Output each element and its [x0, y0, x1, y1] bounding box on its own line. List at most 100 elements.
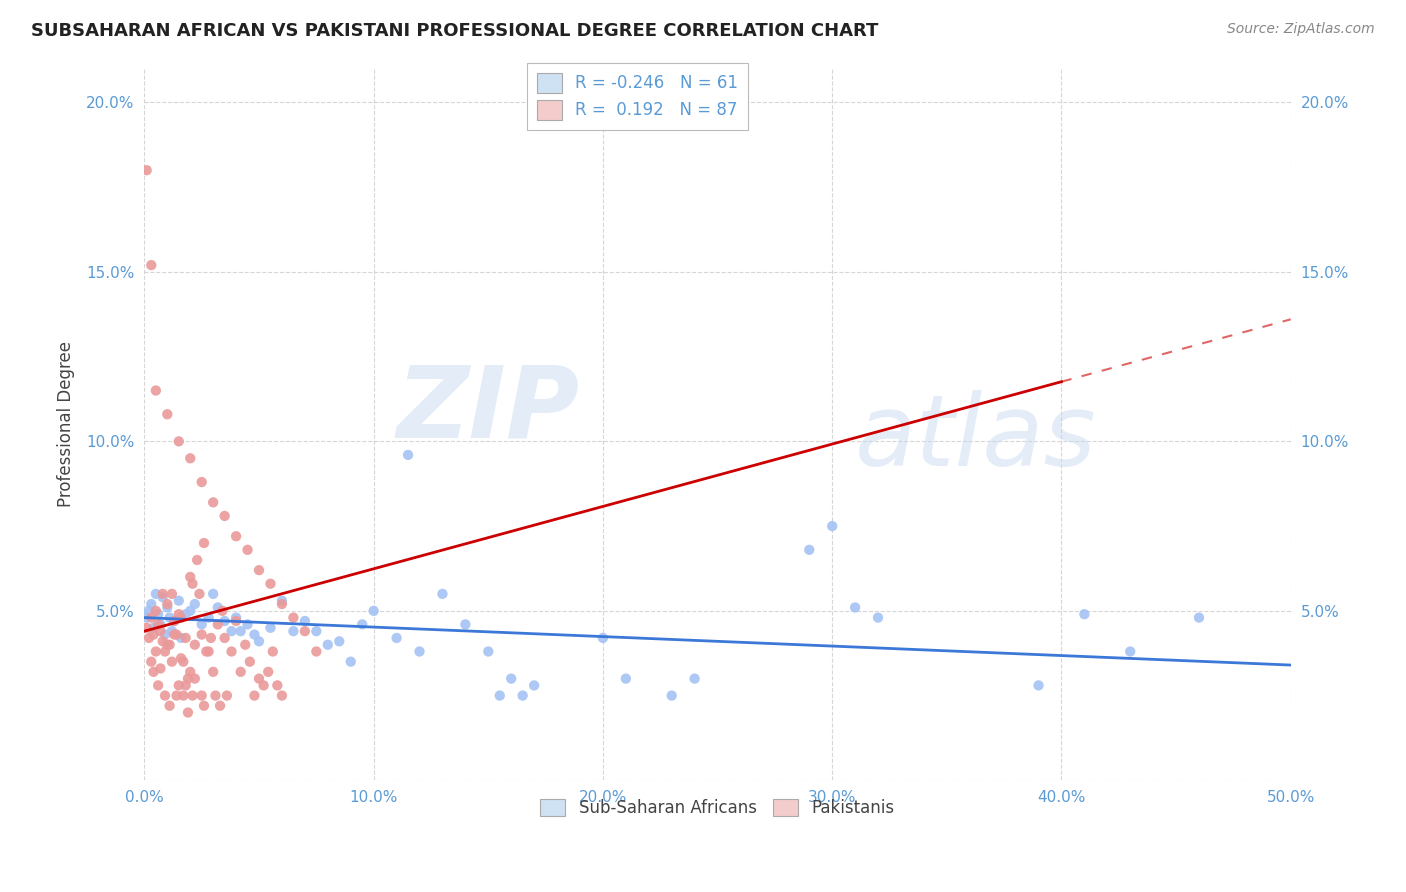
Point — [159, 698, 181, 713]
Point — [172, 689, 194, 703]
Point — [271, 593, 294, 607]
Point — [229, 665, 252, 679]
Point — [271, 597, 294, 611]
Point — [160, 624, 183, 639]
Point — [153, 644, 176, 658]
Point — [146, 617, 169, 632]
Point — [174, 678, 197, 692]
Point — [432, 587, 454, 601]
Point — [363, 604, 385, 618]
Point — [207, 617, 229, 632]
Point — [186, 553, 208, 567]
Point — [146, 678, 169, 692]
Point — [247, 634, 270, 648]
Text: Source: ZipAtlas.com: Source: ZipAtlas.com — [1227, 22, 1375, 37]
Point — [179, 451, 201, 466]
Point — [408, 644, 430, 658]
Point — [661, 689, 683, 703]
Point — [184, 638, 207, 652]
Point — [149, 617, 172, 632]
Point — [156, 597, 179, 611]
Point — [156, 600, 179, 615]
Point — [221, 624, 243, 639]
Point — [190, 475, 212, 489]
Point — [233, 638, 256, 652]
Point — [184, 672, 207, 686]
Point — [204, 689, 226, 703]
Point — [1188, 610, 1211, 624]
Point — [197, 610, 219, 624]
Point — [243, 627, 266, 641]
Point — [167, 678, 190, 692]
Point — [202, 495, 225, 509]
Point — [215, 689, 238, 703]
Point — [141, 597, 163, 611]
Point — [145, 587, 167, 601]
Point — [1073, 607, 1095, 622]
Point — [145, 384, 167, 398]
Point — [271, 689, 294, 703]
Point — [142, 665, 165, 679]
Point — [159, 610, 181, 624]
Point — [190, 689, 212, 703]
Point — [225, 529, 247, 543]
Point — [247, 563, 270, 577]
Point — [184, 597, 207, 611]
Point — [149, 661, 172, 675]
Point — [236, 542, 259, 557]
Point — [316, 638, 339, 652]
Point — [166, 689, 188, 703]
Point — [1028, 678, 1050, 692]
Point — [156, 638, 179, 652]
Point — [135, 610, 157, 624]
Point — [339, 655, 361, 669]
Point — [141, 258, 163, 272]
Point — [163, 614, 186, 628]
Point — [179, 570, 201, 584]
Point — [195, 644, 218, 658]
Point — [170, 651, 193, 665]
Point — [225, 610, 247, 624]
Point — [229, 624, 252, 639]
Point — [799, 542, 821, 557]
Point — [167, 607, 190, 622]
Point — [142, 627, 165, 641]
Point — [501, 672, 523, 686]
Point — [170, 631, 193, 645]
Point — [239, 655, 262, 669]
Point — [523, 678, 546, 692]
Point — [614, 672, 637, 686]
Point — [207, 600, 229, 615]
Point — [149, 624, 172, 639]
Point — [214, 614, 236, 628]
Point — [252, 678, 274, 692]
Point — [174, 631, 197, 645]
Point — [396, 448, 419, 462]
Point — [247, 672, 270, 686]
Point — [283, 624, 305, 639]
Point — [294, 624, 316, 639]
Legend: Sub-Saharan Africans, Pakistanis: Sub-Saharan Africans, Pakistanis — [531, 790, 903, 825]
Point — [172, 655, 194, 669]
Point — [145, 644, 167, 658]
Point — [328, 634, 350, 648]
Point — [477, 644, 499, 658]
Point — [152, 591, 174, 605]
Point — [146, 607, 169, 622]
Point — [197, 644, 219, 658]
Point — [866, 610, 889, 624]
Point — [188, 587, 211, 601]
Point — [138, 631, 160, 645]
Text: SUBSAHARAN AFRICAN VS PAKISTANI PROFESSIONAL DEGREE CORRELATION CHART: SUBSAHARAN AFRICAN VS PAKISTANI PROFESSI… — [31, 22, 879, 40]
Point — [156, 407, 179, 421]
Point — [488, 689, 510, 703]
Point — [257, 665, 280, 679]
Point — [202, 665, 225, 679]
Point — [181, 576, 204, 591]
Point — [221, 644, 243, 658]
Point — [821, 519, 844, 533]
Point — [214, 631, 236, 645]
Point — [141, 655, 163, 669]
Point — [243, 689, 266, 703]
Point — [167, 593, 190, 607]
